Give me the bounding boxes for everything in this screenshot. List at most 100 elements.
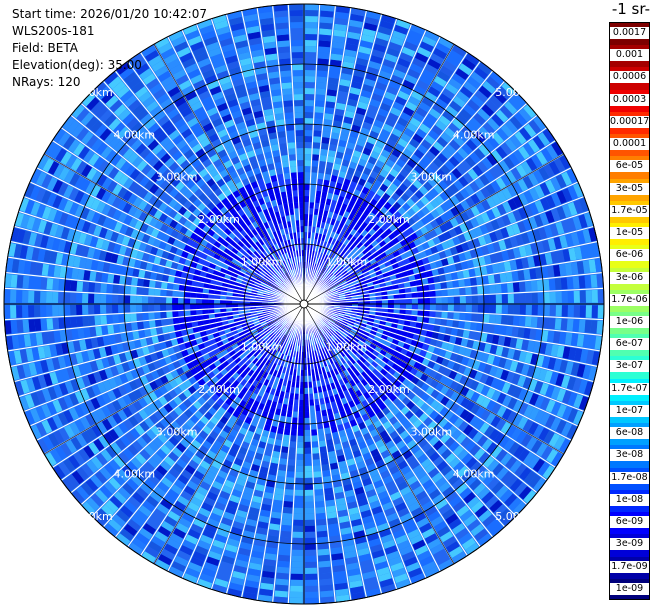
range-bin — [343, 544, 356, 553]
range-bin — [411, 223, 420, 232]
range-bin — [367, 494, 379, 504]
range-bin — [474, 505, 488, 518]
range-bin — [381, 295, 388, 300]
range-bin — [333, 232, 340, 240]
range-bin — [339, 325, 346, 330]
range-bin — [245, 518, 257, 527]
range-bin — [331, 245, 337, 252]
range-bin — [555, 373, 565, 387]
range-bin — [319, 259, 324, 266]
range-bin — [272, 395, 279, 403]
range-bin — [453, 95, 466, 108]
range-bin — [528, 474, 542, 489]
range-bin — [474, 66, 489, 80]
range-bin — [304, 405, 310, 412]
range-bin — [462, 269, 470, 278]
range-bin — [317, 428, 325, 436]
range-bin — [454, 262, 463, 271]
range-bin — [531, 440, 543, 454]
range-bin — [387, 197, 396, 206]
range-bin — [196, 309, 203, 315]
range-bin — [242, 530, 255, 539]
range-bin — [440, 213, 450, 223]
range-bin — [440, 282, 448, 289]
range-bin — [230, 576, 245, 586]
range-bin — [383, 455, 394, 464]
range-bin — [464, 321, 471, 330]
range-bin — [380, 102, 391, 112]
range-bin — [332, 341, 338, 348]
range-bin — [369, 170, 379, 179]
range-bin — [328, 336, 335, 343]
range-bin — [308, 220, 313, 227]
range-bin — [498, 435, 510, 448]
range-bin — [416, 355, 425, 364]
range-bin — [291, 338, 295, 345]
range-bin — [338, 139, 347, 148]
range-bin — [465, 156, 476, 168]
range-bin — [261, 503, 272, 512]
range-bin — [442, 508, 455, 520]
range-bin — [364, 327, 372, 333]
range-bin — [304, 130, 313, 137]
range-bin — [282, 347, 287, 355]
range-bin — [297, 429, 304, 436]
range-bin — [375, 459, 385, 469]
range-bin — [304, 369, 308, 376]
range-bin — [218, 522, 231, 532]
range-bin — [450, 328, 458, 336]
range-bin — [505, 170, 517, 184]
range-bin — [282, 354, 288, 361]
range-bin — [534, 214, 544, 227]
range-bin — [340, 357, 347, 365]
range-bin — [541, 148, 553, 162]
range-bin — [214, 501, 226, 511]
range-bin — [449, 352, 458, 362]
range-bin — [388, 153, 399, 163]
range-bin — [208, 550, 222, 561]
range-bin — [319, 203, 325, 210]
range-bin — [371, 360, 379, 368]
range-bin — [281, 334, 286, 341]
range-bin — [500, 142, 513, 155]
range-bin — [364, 375, 372, 383]
range-bin — [190, 556, 204, 567]
range-bin — [411, 395, 421, 404]
range-bin — [336, 503, 347, 512]
range-bin — [425, 166, 435, 177]
range-bin — [343, 178, 351, 187]
range-bin — [377, 134, 388, 144]
range-bin — [411, 310, 418, 316]
range-bin — [289, 441, 297, 448]
range-bin — [71, 268, 79, 280]
range-bin — [383, 364, 392, 372]
range-bin — [308, 381, 313, 388]
range-bin — [349, 419, 358, 427]
range-bin — [338, 257, 344, 264]
range-bin — [475, 214, 485, 226]
range-bin — [417, 310, 424, 316]
range-bin — [369, 258, 377, 265]
range-bin — [483, 314, 490, 323]
range-bin — [327, 321, 333, 327]
range-bin — [332, 333, 338, 340]
range-bin — [597, 305, 604, 319]
range-bin — [380, 232, 388, 240]
range-bin — [178, 291, 185, 298]
range-bin — [507, 315, 514, 326]
range-bin — [328, 272, 334, 279]
range-bin — [316, 184, 323, 192]
range-bin — [290, 585, 303, 592]
range-bin — [404, 188, 414, 198]
range-bin — [364, 418, 373, 427]
range-bin — [76, 304, 83, 315]
range-bin — [350, 392, 358, 400]
range-bin — [547, 330, 555, 343]
range-bin — [524, 316, 532, 327]
range-bin — [279, 415, 286, 423]
range-bin — [367, 254, 375, 262]
range-bin — [456, 505, 470, 517]
range-bin — [559, 155, 571, 170]
range-bin — [508, 497, 522, 511]
range-bin — [314, 112, 324, 119]
